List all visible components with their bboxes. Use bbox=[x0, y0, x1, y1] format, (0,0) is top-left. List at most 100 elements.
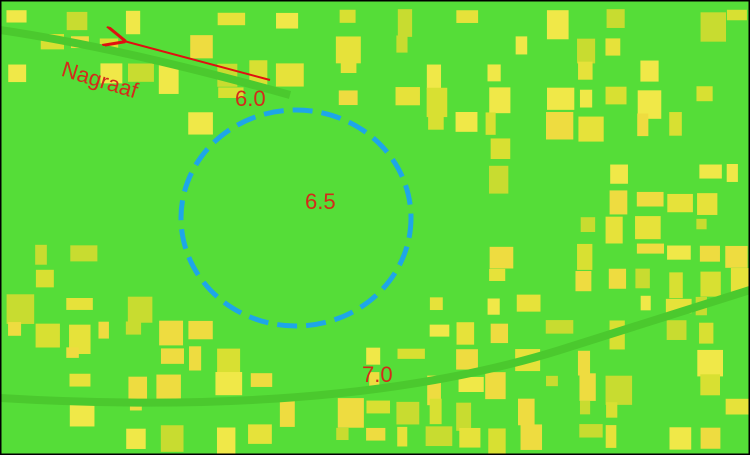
building bbox=[6, 294, 35, 324]
building bbox=[726, 164, 738, 182]
building bbox=[66, 297, 93, 310]
building bbox=[578, 61, 593, 80]
building bbox=[429, 297, 443, 311]
building bbox=[248, 424, 272, 444]
building bbox=[669, 272, 683, 299]
building bbox=[696, 218, 707, 230]
building bbox=[667, 193, 693, 213]
building bbox=[605, 216, 623, 244]
building bbox=[636, 243, 664, 254]
building bbox=[605, 38, 621, 56]
building bbox=[395, 87, 420, 106]
building bbox=[456, 402, 472, 431]
building bbox=[726, 9, 747, 21]
building bbox=[669, 112, 682, 136]
building bbox=[98, 321, 109, 339]
building bbox=[579, 373, 596, 401]
building bbox=[489, 165, 509, 194]
building bbox=[640, 295, 651, 311]
building bbox=[428, 114, 444, 130]
building bbox=[126, 428, 146, 449]
road bbox=[0, 26, 292, 99]
building bbox=[699, 322, 714, 344]
building bbox=[518, 398, 535, 426]
building bbox=[336, 427, 349, 441]
elevation-label: 6.0 bbox=[235, 86, 266, 111]
building bbox=[515, 36, 528, 55]
building bbox=[546, 375, 558, 387]
building bbox=[577, 38, 596, 64]
building bbox=[490, 138, 511, 160]
building bbox=[696, 86, 713, 102]
building bbox=[127, 296, 153, 323]
building bbox=[279, 400, 295, 427]
building bbox=[546, 112, 574, 140]
building bbox=[669, 427, 692, 450]
building bbox=[456, 322, 475, 345]
building bbox=[577, 350, 591, 376]
building bbox=[35, 244, 47, 265]
building bbox=[250, 373, 273, 387]
building bbox=[725, 245, 748, 268]
building bbox=[276, 12, 299, 29]
building bbox=[429, 324, 450, 337]
building bbox=[425, 426, 453, 447]
building bbox=[190, 35, 213, 59]
building bbox=[579, 89, 593, 108]
building bbox=[188, 112, 213, 135]
building bbox=[455, 112, 478, 132]
building bbox=[159, 320, 184, 346]
building bbox=[458, 376, 484, 393]
elevation-label: 7.0 bbox=[362, 362, 393, 387]
building bbox=[160, 425, 184, 452]
building bbox=[725, 398, 750, 415]
building bbox=[699, 245, 720, 262]
building bbox=[456, 10, 479, 23]
building bbox=[8, 322, 22, 336]
building bbox=[100, 63, 123, 84]
building bbox=[700, 12, 727, 42]
building bbox=[487, 298, 500, 315]
building bbox=[215, 372, 243, 396]
building bbox=[606, 9, 625, 28]
building bbox=[128, 376, 148, 404]
building bbox=[485, 112, 496, 135]
building bbox=[547, 87, 575, 110]
building bbox=[605, 375, 633, 405]
building bbox=[579, 424, 603, 438]
building bbox=[188, 320, 213, 340]
building bbox=[216, 427, 236, 455]
building bbox=[699, 164, 722, 179]
building bbox=[366, 400, 391, 414]
building bbox=[637, 90, 662, 119]
building bbox=[667, 245, 691, 260]
building bbox=[516, 294, 541, 312]
building bbox=[637, 113, 649, 137]
building bbox=[730, 268, 750, 293]
building bbox=[606, 402, 618, 418]
building bbox=[366, 427, 386, 441]
building bbox=[397, 426, 408, 447]
building bbox=[635, 268, 650, 289]
building bbox=[35, 323, 60, 348]
building bbox=[429, 398, 442, 425]
building bbox=[489, 87, 511, 114]
building bbox=[397, 9, 413, 37]
building bbox=[396, 35, 408, 53]
building bbox=[578, 116, 604, 142]
building bbox=[666, 320, 687, 340]
building bbox=[218, 87, 244, 98]
building bbox=[490, 323, 509, 344]
building bbox=[70, 245, 98, 262]
building bbox=[127, 63, 154, 82]
building bbox=[545, 320, 574, 334]
building bbox=[640, 60, 659, 82]
buildings bbox=[6, 9, 750, 455]
building bbox=[217, 348, 241, 377]
building bbox=[580, 217, 596, 233]
building bbox=[275, 63, 304, 87]
building bbox=[249, 60, 268, 88]
building bbox=[426, 87, 448, 118]
building bbox=[338, 90, 358, 106]
building bbox=[575, 271, 592, 292]
